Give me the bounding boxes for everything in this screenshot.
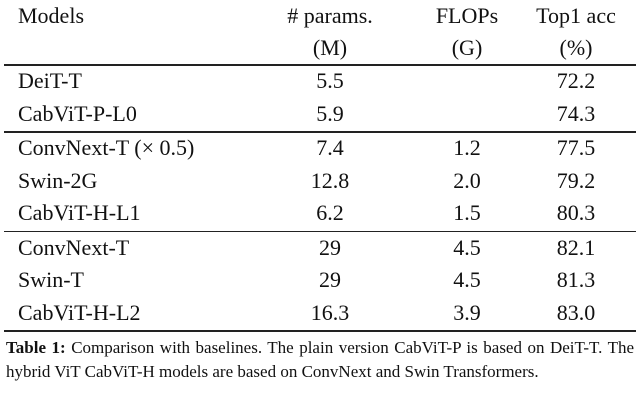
table-rule — [4, 330, 636, 332]
value-cell: 83.0 — [556, 299, 596, 325]
value-cell: 74.3 — [556, 100, 596, 126]
model-name: CabViT-H-L1 — [18, 200, 141, 225]
value-cell: 3.9 — [453, 299, 481, 325]
header-cell: FLOPs — [435, 3, 499, 28]
header-cell: (G) — [451, 35, 483, 60]
model-name: ConvNext-T (× 0.5) — [18, 135, 195, 160]
header-cell: (%) — [559, 35, 593, 60]
model-name: CabViT-P-L0 — [18, 100, 137, 126]
header-cell: (M) — [312, 35, 348, 60]
table-rule — [4, 64, 636, 66]
value-cell: 5.9 — [316, 100, 344, 126]
value-cell: 4.5 — [453, 267, 481, 292]
model-name: Swin-T — [18, 267, 84, 292]
value-cell: 81.3 — [556, 267, 596, 292]
header-cell: Top1 acc — [536, 3, 616, 28]
value-cell: 12.8 — [310, 167, 350, 193]
value-cell: 2.0 — [453, 167, 481, 193]
model-name: CabViT-H-L2 — [18, 299, 141, 325]
table-rule — [4, 131, 636, 133]
value-cell: 80.3 — [556, 200, 596, 225]
value-cell: 79.2 — [556, 167, 596, 193]
value-cell: 4.5 — [453, 234, 481, 260]
value-cell: 1.2 — [453, 135, 481, 160]
header-cell: Models — [18, 3, 84, 28]
model-name: ConvNext-T — [18, 234, 130, 260]
value-cell: 16.3 — [310, 299, 350, 325]
value-cell: 1.5 — [453, 200, 481, 225]
value-cell: 82.1 — [556, 234, 596, 260]
caption-text: Comparison with baselines. The plain ver… — [6, 338, 635, 381]
caption: Table 1: Comparison with baselines. The … — [6, 336, 634, 384]
model-name: DeiT-T — [18, 68, 82, 93]
value-cell: 72.2 — [556, 68, 596, 93]
model-name: Swin-2G — [18, 167, 98, 193]
value-cell: 6.2 — [316, 200, 344, 225]
caption-label: Table 1: — [6, 338, 66, 357]
header-cell: # params. — [287, 3, 373, 28]
table-rule — [4, 230, 636, 232]
value-cell: 7.4 — [316, 135, 344, 160]
value-cell: 77.5 — [556, 135, 596, 160]
value-cell: 29 — [319, 267, 341, 292]
value-cell: 29 — [319, 234, 341, 260]
value-cell: 5.5 — [316, 68, 344, 93]
